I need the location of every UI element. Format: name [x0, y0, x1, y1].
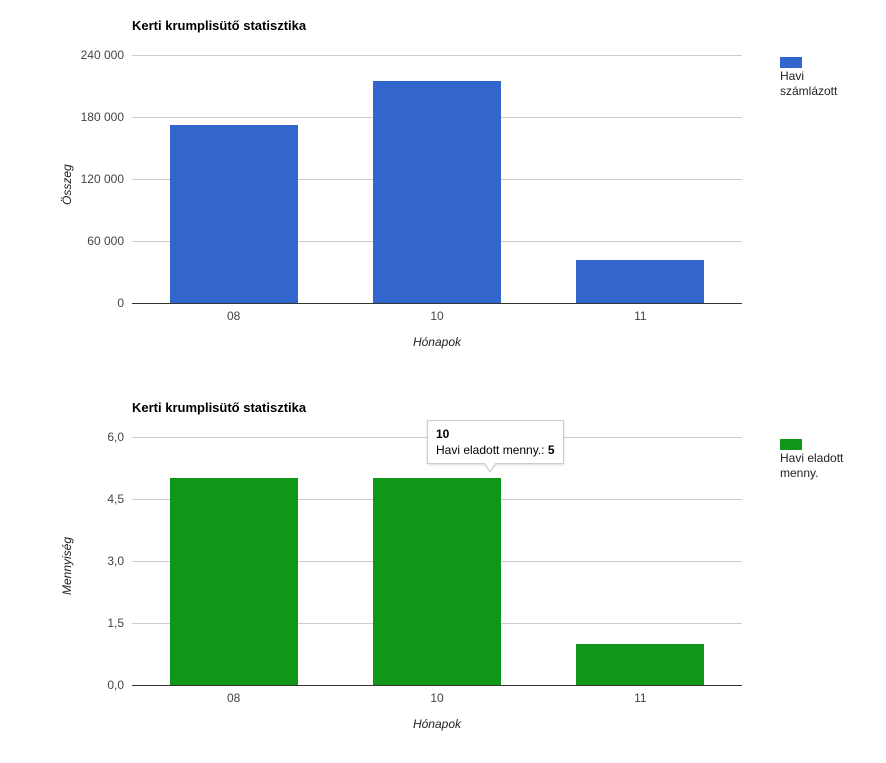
bar[interactable] [373, 478, 501, 685]
y-tick-label: 240 000 [81, 48, 124, 62]
baseline [132, 303, 742, 304]
legend-text: Havi eladott menny. [780, 451, 860, 481]
baseline [132, 685, 742, 686]
chart-title: Kerti krumplisütő statisztika [132, 18, 306, 33]
charts-container: Kerti krumplisütő statisztika060 000120 … [0, 0, 886, 763]
legend-text: Havi számlázott [780, 69, 860, 99]
x-tick-label: 08 [227, 309, 240, 323]
tooltip-tail-inner [484, 462, 496, 471]
legend: Havi eladott menny. [780, 437, 886, 481]
y-tick-label: 60 000 [87, 234, 124, 248]
tooltip-value: Havi eladott menny.: 5 [436, 443, 555, 457]
y-tick-label: 6,0 [107, 430, 124, 444]
y-axis-label: Mennyiség [60, 537, 74, 595]
x-tick-label: 08 [227, 691, 240, 705]
tooltip: 10 Havi eladott menny.: 5 [427, 420, 564, 464]
bar[interactable] [576, 260, 704, 303]
y-axis-label: Összeg [60, 164, 74, 205]
x-axis-label: Hónapok [132, 335, 742, 349]
y-tick-label: 4,5 [107, 492, 124, 506]
x-axis-label: Hónapok [132, 717, 742, 731]
legend-swatch [780, 57, 802, 68]
y-tick-label: 180 000 [81, 110, 124, 124]
x-tick-label: 10 [430, 691, 443, 705]
y-tick-label: 3,0 [107, 554, 124, 568]
bar[interactable] [170, 125, 298, 303]
y-tick-label: 0 [117, 296, 124, 310]
x-tick-label: 10 [430, 309, 443, 323]
y-tick-label: 120 000 [81, 172, 124, 186]
legend: Havi számlázott [780, 55, 886, 99]
plot-area: 0,01,53,04,56,0081011 [132, 437, 742, 685]
bar[interactable] [170, 478, 298, 685]
legend-swatch [780, 439, 802, 450]
bar[interactable] [373, 81, 501, 303]
x-tick-label: 11 [634, 691, 646, 705]
plot-area: 060 000120 000180 000240 000081011 [132, 55, 742, 303]
bar[interactable] [576, 644, 704, 685]
gridline [132, 55, 742, 56]
y-tick-label: 0,0 [107, 678, 124, 692]
y-tick-label: 1,5 [107, 616, 124, 630]
tooltip-title: 10 [436, 427, 555, 441]
x-tick-label: 11 [634, 309, 646, 323]
chart-title: Kerti krumplisütő statisztika [132, 400, 306, 415]
